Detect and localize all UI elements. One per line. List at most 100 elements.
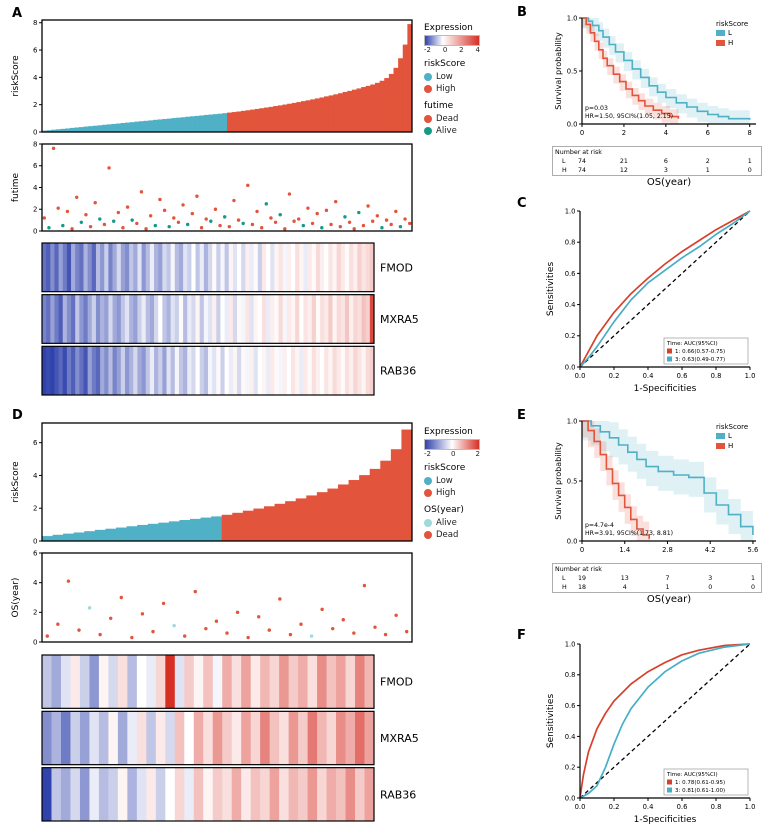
heatmap-cell bbox=[146, 655, 157, 709]
heatmap-row-label: MXRA5 bbox=[380, 732, 419, 745]
heatmap-cell bbox=[237, 346, 242, 395]
heatmap-cell bbox=[324, 243, 329, 292]
heatmap-cell bbox=[228, 294, 234, 344]
sample-point bbox=[357, 210, 361, 215]
risk-bar bbox=[105, 528, 117, 541]
heatmap-cell bbox=[191, 243, 196, 292]
heatmap-cell bbox=[60, 767, 71, 821]
legend-item-label: Dead bbox=[436, 113, 459, 124]
legend-item-label: High bbox=[436, 84, 456, 95]
sample-point bbox=[232, 198, 236, 203]
risk-bar bbox=[242, 510, 254, 541]
heatmap-cell bbox=[50, 294, 55, 344]
heatmap-cell bbox=[116, 243, 122, 292]
heatmap-cell bbox=[87, 243, 93, 292]
legend-item: High bbox=[424, 83, 488, 95]
heatmap-cell bbox=[295, 346, 300, 395]
heatmap-cell bbox=[307, 767, 318, 821]
legend-group-title: riskScore bbox=[424, 463, 466, 473]
heatmap-cell bbox=[353, 294, 358, 344]
heatmap-cell bbox=[311, 294, 317, 344]
risk-bar bbox=[194, 115, 200, 132]
risk-bar bbox=[171, 118, 177, 132]
risk-bar bbox=[157, 119, 163, 132]
panel-a-futime-scatter: 0 2 4 6 8 futime bbox=[8, 139, 418, 241]
heatmap-cell bbox=[288, 711, 299, 765]
heatmap-cell bbox=[286, 294, 292, 344]
risk-table-header: Number at risk bbox=[555, 149, 602, 156]
panel-f-label: F bbox=[517, 628, 526, 643]
heatmap-cell bbox=[95, 346, 101, 395]
panel-d-riskscore-chart: 0 2 4 6 riskScore bbox=[8, 417, 418, 549]
heatmap-cell bbox=[108, 294, 113, 344]
sample-point bbox=[394, 613, 398, 617]
risk-bar bbox=[94, 529, 106, 541]
risk-bar bbox=[74, 127, 80, 132]
heatmap-cell bbox=[241, 767, 252, 821]
heatmap-cell bbox=[203, 711, 214, 765]
heatmap-cell bbox=[120, 243, 126, 292]
panel-a-heatmap: FMOD MXRA5 RAB36 bbox=[8, 240, 466, 402]
sample-point bbox=[333, 199, 338, 204]
sample-point bbox=[299, 622, 303, 626]
x-tick-label: 5.6 bbox=[748, 546, 759, 554]
heatmap-cell bbox=[212, 346, 217, 395]
A-heatmap-svg: FMOD MXRA5 RAB36 bbox=[41, 242, 419, 396]
x-tick-label: 0.4 bbox=[643, 372, 654, 380]
heatmap-cell bbox=[241, 346, 246, 395]
ci-band bbox=[582, 421, 650, 541]
heatmap-cell bbox=[91, 346, 97, 395]
sample-point bbox=[193, 589, 197, 594]
heatmap-cell bbox=[195, 346, 201, 395]
y-tick-label: 1.0 bbox=[565, 207, 576, 215]
heatmap-cell bbox=[324, 294, 329, 344]
panel-e-risk-table: Number at risk L 19 13 7 3 1 H 18 4 1 0 0 bbox=[552, 563, 762, 597]
sample-point bbox=[320, 607, 324, 612]
risk-count: 6 bbox=[664, 158, 668, 165]
heatmap-cell bbox=[249, 294, 255, 344]
heatmap-cell bbox=[245, 294, 250, 344]
heatmap-cell bbox=[222, 711, 233, 765]
risk-bar bbox=[236, 111, 242, 132]
heatmap-cell bbox=[257, 346, 263, 395]
risk-bar bbox=[375, 82, 381, 132]
heatmap-cell bbox=[158, 346, 163, 395]
heatmap-cell bbox=[83, 243, 89, 292]
heatmap-cell bbox=[208, 294, 213, 344]
y-tick-label: 8 bbox=[33, 19, 37, 27]
legend-dot-icon bbox=[424, 127, 432, 136]
heatmap-cell bbox=[345, 767, 356, 821]
heatmap-cell bbox=[62, 294, 68, 344]
heatmap-cell bbox=[364, 711, 375, 765]
heatmap-cell bbox=[349, 294, 354, 344]
y-tick-label: 4 bbox=[33, 184, 38, 192]
heatmap-cell bbox=[369, 346, 375, 395]
risk-bar bbox=[83, 126, 89, 132]
heatmap-cell bbox=[98, 767, 109, 821]
x-tick-label: 0.4 bbox=[643, 803, 654, 811]
sample-point bbox=[380, 226, 384, 230]
sample-point bbox=[218, 223, 222, 228]
heatmap-cell bbox=[195, 243, 201, 292]
sample-point bbox=[107, 166, 111, 170]
risk-bar bbox=[185, 116, 191, 132]
heatmap-cell bbox=[212, 243, 217, 292]
risk-bar bbox=[398, 58, 404, 132]
heatmap-cell bbox=[315, 346, 321, 395]
heatmap-cell bbox=[145, 294, 151, 344]
heatmap-cell bbox=[203, 346, 209, 395]
risk-bar bbox=[324, 96, 330, 132]
heatmap-cell bbox=[62, 346, 68, 395]
heatmap-cell bbox=[212, 711, 223, 765]
sample-point bbox=[181, 203, 185, 207]
heatmap-cell bbox=[125, 346, 130, 395]
heatmap-cell bbox=[291, 346, 296, 395]
risk-bar bbox=[158, 522, 170, 541]
expression-colorbar bbox=[424, 439, 480, 450]
heatmap-cell bbox=[286, 346, 292, 395]
x-tick-label: 2 bbox=[622, 129, 626, 137]
legend-dot-icon bbox=[424, 114, 432, 123]
x-tick-label: 4 bbox=[664, 129, 668, 137]
heatmap-cell bbox=[75, 243, 80, 292]
heatmap-cell bbox=[174, 711, 185, 765]
